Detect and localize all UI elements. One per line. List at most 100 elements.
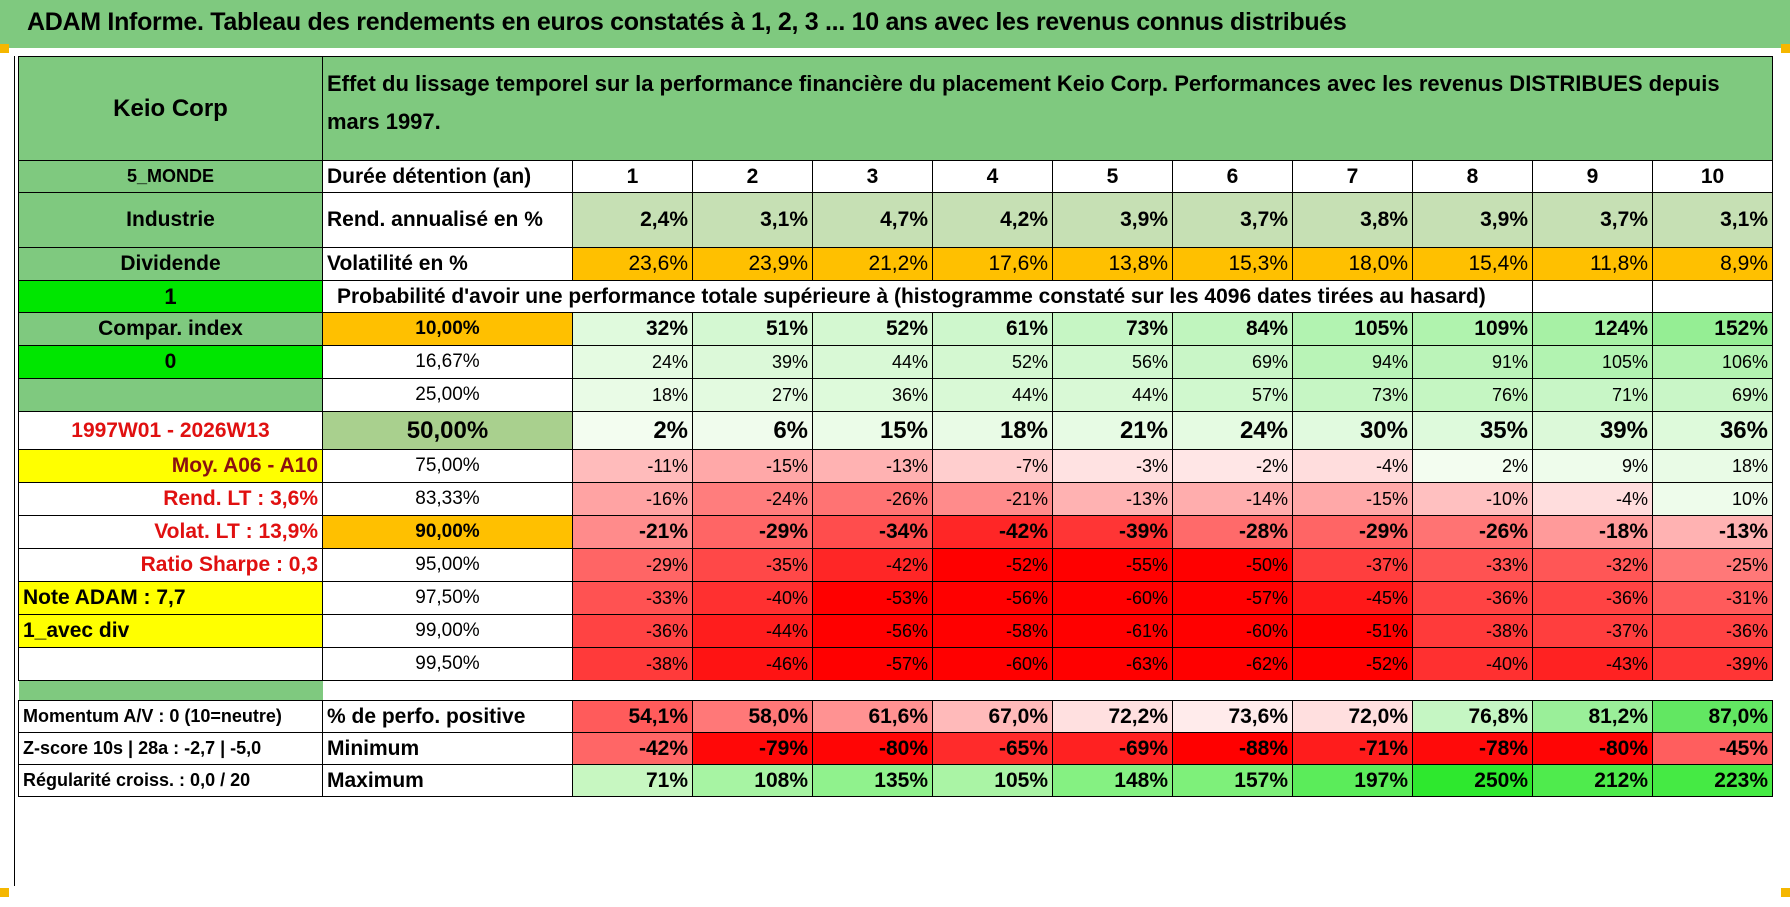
- percentile-value: -56%: [932, 581, 1053, 615]
- positive-value: 61,6%: [812, 700, 933, 733]
- year-header: 7: [1292, 160, 1413, 193]
- percentile-value: 56%: [1052, 345, 1173, 379]
- percentile-value: 57%: [1172, 378, 1293, 412]
- year-header: 9: [1532, 160, 1653, 193]
- percentile-value: -63%: [1052, 647, 1173, 681]
- maximum-value: 108%: [692, 764, 813, 797]
- percentile-value: -43%: [1532, 647, 1653, 681]
- percentile-value: -28%: [1172, 515, 1293, 549]
- percentile-value: 9%: [1532, 449, 1653, 483]
- percentile-value: -11%: [572, 449, 693, 483]
- volat-value: 23,6%: [572, 247, 693, 281]
- percentile-value: -38%: [1412, 614, 1533, 648]
- maximum-value: 135%: [812, 764, 933, 797]
- rend-value: 3,1%: [692, 192, 813, 248]
- note-adam-label: Note ADAM : 7,7: [18, 581, 323, 615]
- regularite-label: Régularité croiss. : 0,0 / 20: [18, 764, 323, 797]
- percentile-value: 2%: [1412, 449, 1533, 483]
- rend-lt-label: Rend. LT : 3,6%: [18, 482, 323, 516]
- percentile-value: -36%: [1412, 581, 1533, 615]
- percentile-value: 6%: [692, 411, 813, 450]
- percentile-value: 18%: [572, 378, 693, 412]
- percentile-value: -40%: [1412, 647, 1533, 681]
- percentile-value: -56%: [812, 614, 933, 648]
- positive-label: % de perfo. positive: [322, 700, 573, 733]
- percentile-value: -21%: [572, 515, 693, 549]
- percentile-row: Volat. LT : 13,9% 90,00% -21% -29% -34% -42% -…: [18, 515, 1773, 549]
- period-label: 1997W01 - 2026W13: [18, 411, 323, 450]
- percentile-label: 90,00%: [322, 515, 573, 549]
- percentile-value: -7%: [932, 449, 1053, 483]
- returns-table: Keio Corp Effet du lissage temporel sur l…: [18, 56, 1773, 797]
- spacer: [323, 681, 1773, 701]
- percentile-value: -34%: [812, 515, 933, 549]
- year-header: 1: [572, 160, 693, 193]
- percentile-row: Moy. A06 - A10 75,00% -11% -15% -13% -7% -3% -2…: [18, 449, 1773, 483]
- maximum-value: 148%: [1052, 764, 1173, 797]
- percentile-value: -18%: [1532, 515, 1653, 549]
- volat-value: 13,8%: [1052, 247, 1173, 281]
- percentile-value: 69%: [1652, 378, 1773, 412]
- percentile-value: 76%: [1412, 378, 1533, 412]
- percentile-value: 52%: [812, 312, 933, 346]
- maximum-value: 250%: [1412, 764, 1533, 797]
- minimum-value: -80%: [1532, 732, 1653, 765]
- year-header: 5: [1052, 160, 1173, 193]
- volat-value: 18,0%: [1292, 247, 1413, 281]
- percentile-row: Compar. index 10,00% 32% 51% 52% 61% 73% 84% 105…: [18, 312, 1773, 346]
- percentile-value: -36%: [572, 614, 693, 648]
- duration-label: Durée détention (an): [322, 160, 573, 193]
- percentile-value: -14%: [1172, 482, 1293, 516]
- percentile-value: 24%: [572, 345, 693, 379]
- percentile-value: 39%: [1532, 411, 1653, 450]
- year-header: 6: [1172, 160, 1293, 193]
- percentile-value: -45%: [1292, 581, 1413, 615]
- percentile-row: 1997W01 - 2026W13 50,00% 2% 6% 15% 18% 21% 24% 3…: [18, 411, 1773, 450]
- minimum-value: -88%: [1172, 732, 1293, 765]
- percentile-value: 10%: [1652, 482, 1773, 516]
- percentile-value: 24%: [1172, 411, 1293, 450]
- percentile-value: -29%: [1292, 515, 1413, 549]
- percentile-value: -37%: [1532, 614, 1653, 648]
- percentile-value: 106%: [1652, 345, 1773, 379]
- percentile-row: Note ADAM : 7,7 97,50% -33% -40% -53% -56% -60…: [18, 581, 1773, 615]
- percentile-value: -60%: [932, 647, 1053, 681]
- percentile-value: 36%: [1652, 411, 1773, 450]
- description: Effet du lissage temporel sur la perform…: [322, 56, 1773, 161]
- volat-lt-label: Volat. LT : 13,9%: [18, 515, 323, 549]
- percentile-value: 105%: [1292, 312, 1413, 346]
- moy-label: Moy. A06 - A10: [18, 449, 323, 483]
- percentile-row: 1_avec div 99,00% -36% -44% -56% -58% -61% -60%…: [18, 614, 1773, 648]
- percentile-value: -42%: [812, 548, 933, 582]
- percentile-value: -44%: [692, 614, 813, 648]
- year-header: 2: [692, 160, 813, 193]
- year-header: 10: [1652, 160, 1773, 193]
- percentile-value: 71%: [1532, 378, 1653, 412]
- dividend-flag: 1: [18, 280, 323, 313]
- prob-title: Probabilité d'avoir une performance tota…: [322, 280, 1533, 313]
- year-header: 3: [812, 160, 933, 193]
- sector-label: Industrie: [18, 192, 323, 248]
- percentile-row: 99,50% -38% -46% -57% -60% -63% -62% -52% -40% -4…: [18, 647, 1773, 681]
- year-header: 8: [1412, 160, 1533, 193]
- percentile-value: -58%: [932, 614, 1053, 648]
- percentile-label: 83,33%: [322, 482, 573, 516]
- year-header: 4: [932, 160, 1053, 193]
- volat-value: 11,8%: [1532, 247, 1653, 281]
- volat-label: Volatilité en %: [322, 247, 573, 281]
- percentile-value: 73%: [1292, 378, 1413, 412]
- compar-index-label: Compar. index: [18, 312, 323, 346]
- percentile-value: -55%: [1052, 548, 1173, 582]
- empty-cell: [1652, 280, 1773, 313]
- percentile-value: -57%: [1172, 581, 1293, 615]
- percentile-value: -42%: [932, 515, 1053, 549]
- maximum-value: 223%: [1652, 764, 1773, 797]
- positive-value: 81,2%: [1532, 700, 1653, 733]
- percentile-value: -21%: [932, 482, 1053, 516]
- div-mode-label: 1_avec div: [18, 614, 323, 648]
- corner-mark: [0, 44, 9, 53]
- rend-row: Industrie Rend. annualisé en % 2,4% 3,1% 4,7…: [18, 192, 1773, 248]
- volat-row: Dividende Volatilité en % 23,6% 23,9% 21,2% 1…: [18, 247, 1773, 281]
- percentile-value: -3%: [1052, 449, 1173, 483]
- rend-value: 3,1%: [1652, 192, 1773, 248]
